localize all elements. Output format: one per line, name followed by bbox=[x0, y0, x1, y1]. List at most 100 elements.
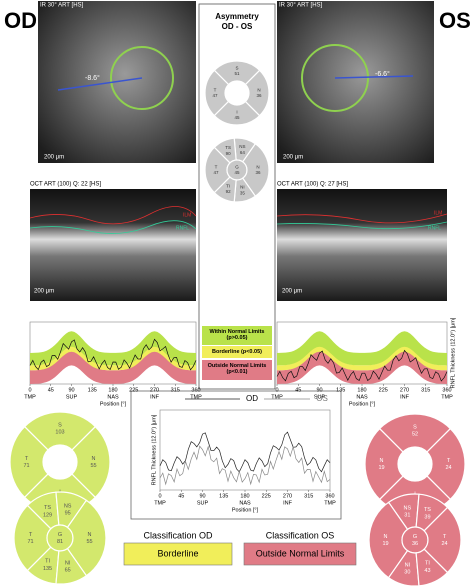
sector-label: G bbox=[58, 532, 62, 538]
x-tick-label: 360 bbox=[191, 387, 200, 393]
x-tick-label: 225 bbox=[129, 387, 138, 393]
asymmetry-subtitle: OD - OS bbox=[222, 22, 253, 31]
sector-value: 39 bbox=[424, 514, 430, 520]
sector-label: T bbox=[29, 532, 33, 538]
x-tick-label: 180 bbox=[357, 387, 366, 393]
sector-label: TI bbox=[45, 559, 50, 565]
legend-outside bbox=[202, 360, 272, 380]
sector-label: G bbox=[413, 534, 417, 540]
sector-value: 71 bbox=[27, 539, 33, 545]
sector bbox=[415, 548, 449, 587]
sector-value: 65 bbox=[65, 568, 71, 574]
x-tick-label: 225 bbox=[262, 493, 271, 499]
sector-label: N bbox=[384, 534, 388, 540]
sector-value: 47 bbox=[213, 170, 219, 175]
sector bbox=[213, 176, 237, 203]
sector-label: T bbox=[443, 534, 447, 540]
scale: 200 μm bbox=[34, 289, 54, 295]
fundus-os bbox=[277, 1, 434, 163]
normative-band bbox=[277, 331, 447, 366]
x-tick-label: 270 bbox=[400, 387, 409, 393]
scan-circle bbox=[301, 44, 369, 112]
region-label: NAS bbox=[107, 394, 119, 400]
x-tick-label: 360 bbox=[325, 493, 334, 499]
x-axis-label: Position [°] bbox=[100, 401, 127, 407]
region-label: INF bbox=[283, 500, 293, 506]
thickness-line bbox=[159, 431, 331, 473]
classification-od bbox=[123, 542, 233, 566]
y-axis-label: RNFL Thickness (12.0°) [μm] bbox=[450, 317, 456, 388]
angle: -8.6° bbox=[85, 74, 100, 82]
legend-outside-text: Outside Normal Limits (p<0.01) bbox=[208, 363, 267, 375]
sector-label: T bbox=[447, 458, 451, 464]
classification-value: Outside Normal Limits bbox=[256, 548, 345, 558]
x-tick-label: 180 bbox=[240, 493, 249, 499]
sector-label: T bbox=[25, 456, 29, 462]
axis-line bbox=[57, 77, 143, 91]
sector bbox=[423, 506, 462, 574]
region-label: TMP bbox=[190, 394, 202, 400]
sector-value: 36 bbox=[255, 170, 261, 175]
classification-value: Borderline bbox=[157, 548, 198, 558]
y-axis-label: RNFL Thickness (12.0°) [μm] bbox=[151, 414, 157, 485]
sector-value: 43 bbox=[424, 568, 430, 574]
center bbox=[43, 445, 77, 479]
sector-label: TS bbox=[44, 505, 51, 511]
sector bbox=[26, 546, 60, 585]
sector-label: NS bbox=[404, 505, 412, 511]
sector bbox=[55, 547, 88, 585]
region-label: NAS bbox=[239, 500, 251, 506]
sector-label: T bbox=[215, 164, 218, 169]
x-tick-label: 90 bbox=[199, 493, 205, 499]
sector-value: 129 bbox=[43, 512, 52, 518]
legend-text: Borderline (p<0.05) bbox=[212, 349, 262, 355]
x-axis-label: Position [°] bbox=[232, 507, 259, 513]
sector-label: NI bbox=[65, 560, 71, 566]
sector-value: 95 bbox=[65, 511, 71, 517]
sector-value: 64 bbox=[240, 150, 246, 155]
angle: -6.6° bbox=[375, 70, 390, 78]
rnfl-label: RNFL bbox=[428, 225, 441, 231]
legend-within-text: Within Normal Limits (p>0.05) bbox=[210, 329, 265, 341]
od-label: OD bbox=[4, 8, 37, 33]
x-tick-label: 135 bbox=[88, 387, 97, 393]
region-label: INF bbox=[150, 394, 160, 400]
ilm-line bbox=[29, 206, 197, 225]
center bbox=[398, 447, 432, 481]
sector-label: T bbox=[214, 87, 217, 92]
x-axis-label: Position [°] bbox=[349, 401, 376, 407]
os-label: OS bbox=[439, 8, 471, 33]
image-label: IR 30° ART [HS] bbox=[279, 3, 323, 9]
sector-label: N bbox=[380, 458, 384, 464]
region-label: SUP bbox=[66, 394, 78, 400]
x-tick-label: 0 bbox=[28, 387, 31, 393]
sector bbox=[66, 499, 107, 577]
region-label: SUP bbox=[314, 394, 326, 400]
thickness-line bbox=[159, 445, 331, 486]
x-tick-label: 90 bbox=[68, 387, 74, 393]
region-label: TMP bbox=[441, 394, 453, 400]
sector-value: 35 bbox=[240, 190, 246, 195]
x-tick-label: 270 bbox=[150, 387, 159, 393]
x-tick-label: 90 bbox=[316, 387, 322, 393]
sector-label: NI bbox=[240, 185, 245, 190]
x-tick-label: 360 bbox=[442, 387, 451, 393]
classification-os bbox=[243, 542, 357, 566]
sector-value: 47 bbox=[212, 93, 218, 98]
sector-label: N bbox=[257, 87, 260, 92]
sector-label: NS bbox=[239, 144, 245, 149]
region-label: TMP bbox=[271, 394, 283, 400]
sector-label: S bbox=[413, 424, 417, 430]
rnfl-line bbox=[29, 220, 197, 234]
legend-borderline-text: Borderline (p<0.05) bbox=[212, 349, 262, 355]
classification-title: Classification OD bbox=[143, 530, 213, 540]
x-tick-label: 45 bbox=[178, 493, 184, 499]
x-tick-label: 0 bbox=[158, 493, 161, 499]
x-tick-label: 45 bbox=[48, 387, 54, 393]
sector-value: 103 bbox=[55, 430, 64, 436]
sector-label: NI bbox=[405, 562, 411, 568]
sector-label: TI bbox=[425, 561, 430, 567]
x-tick-label: 0 bbox=[275, 387, 278, 393]
sector bbox=[244, 69, 270, 117]
